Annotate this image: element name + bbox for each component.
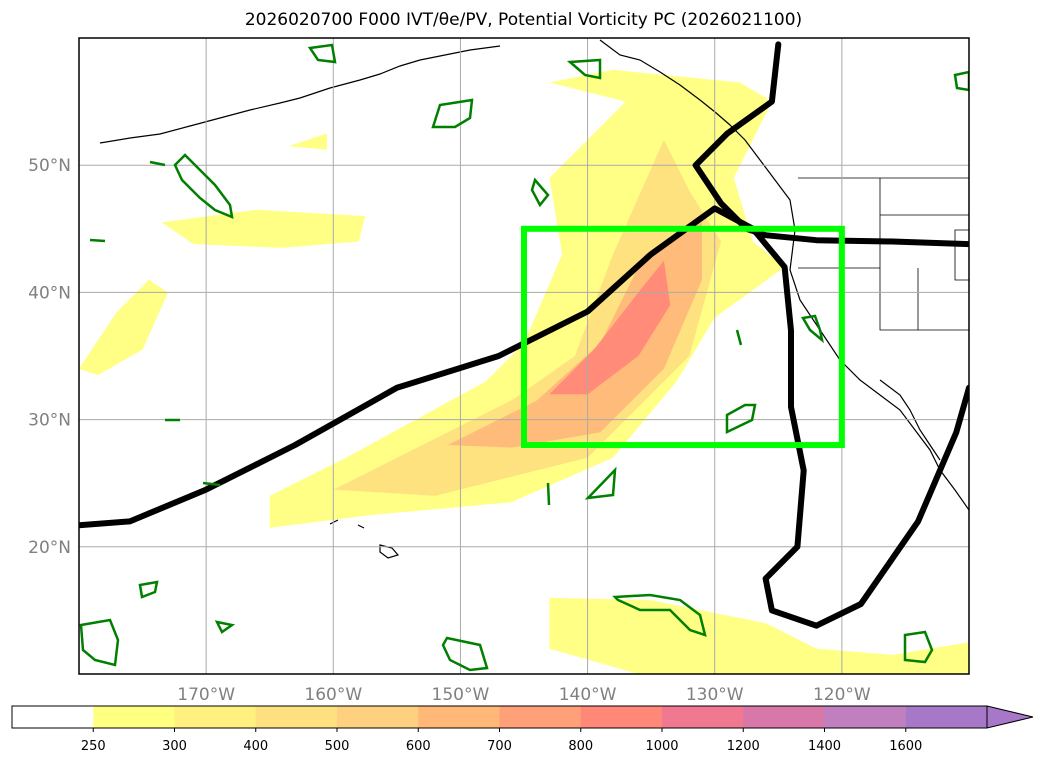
lat-tick-label: 30°N bbox=[28, 411, 71, 431]
colorbar-tick-label: 700 bbox=[487, 739, 512, 754]
ivt-plume-250 bbox=[288, 133, 327, 150]
green-contour bbox=[584, 466, 617, 500]
lon-tick-label: 130°W bbox=[686, 685, 744, 705]
lon-tick-label: 140°W bbox=[559, 685, 617, 705]
green-contour bbox=[953, 70, 969, 92]
colorbar-tick-label: 800 bbox=[568, 739, 593, 754]
alaska-coastline bbox=[99, 45, 501, 144]
colorbar-tick-label: 500 bbox=[325, 739, 350, 754]
colorbar-swatch bbox=[905, 706, 988, 728]
colorbar-swatch bbox=[580, 706, 663, 728]
colorbar-tick-label: 1400 bbox=[808, 739, 841, 754]
ivt-plume-250 bbox=[549, 597, 969, 674]
lat-tick-label: 20°N bbox=[28, 538, 71, 558]
green-contour bbox=[735, 329, 743, 346]
map-frame bbox=[78, 37, 970, 675]
highlight-box bbox=[521, 225, 845, 449]
green-contour bbox=[173, 153, 234, 220]
northern-contour bbox=[692, 41, 969, 248]
green-contour bbox=[202, 481, 221, 487]
colorbar-swatch bbox=[337, 706, 419, 728]
colorbar-tick-label: 250 bbox=[81, 739, 106, 754]
green-contour bbox=[725, 403, 757, 434]
green-contour bbox=[903, 630, 934, 664]
green-contour bbox=[546, 482, 551, 506]
colorbar-swatch bbox=[824, 706, 907, 728]
lat-tick-label: 40°N bbox=[28, 283, 71, 303]
colorbar-swatch bbox=[93, 706, 175, 728]
ivt-plume-800 bbox=[549, 260, 671, 395]
us-interior-borders bbox=[798, 177, 969, 331]
green-contour bbox=[431, 98, 474, 129]
colorbar-tick-label: 1000 bbox=[645, 739, 678, 754]
ivt-shading-layer bbox=[79, 69, 969, 674]
colorbar-swatch bbox=[499, 706, 582, 728]
colorbar-tick-label: 1200 bbox=[727, 739, 760, 754]
lon-tick-label: 160°W bbox=[304, 685, 362, 705]
green-contour bbox=[441, 636, 489, 672]
chart-title: 2026020700 F000 IVT/θe/PV, Potential Vor… bbox=[244, 10, 803, 30]
graticule bbox=[79, 38, 969, 674]
green-contour bbox=[138, 580, 159, 599]
green-contour bbox=[307, 43, 337, 64]
lon-tick-label: 150°W bbox=[432, 685, 490, 705]
colorbar-swatch bbox=[418, 706, 500, 728]
colorbar-swatch bbox=[174, 706, 257, 728]
ivt-plume-600 bbox=[447, 222, 702, 448]
pv-contour-layer bbox=[79, 41, 969, 629]
colorbar-tick-label: 1600 bbox=[889, 739, 922, 754]
green-contour bbox=[566, 58, 602, 80]
colorbar-swatch bbox=[662, 706, 744, 728]
colorbar-swatch bbox=[255, 706, 338, 728]
lat-tick-label: 50°N bbox=[28, 156, 71, 176]
green-contour bbox=[79, 618, 120, 667]
colorbar-tick-label: 300 bbox=[162, 739, 187, 754]
colorbar-tick-label: 600 bbox=[406, 739, 431, 754]
green-contour bbox=[801, 314, 824, 344]
green-contour bbox=[89, 238, 106, 243]
green-contour bbox=[612, 593, 707, 637]
theta-e-contour-layer bbox=[79, 43, 969, 672]
ivt-plume-250 bbox=[161, 209, 366, 248]
green-contour bbox=[149, 160, 166, 167]
colorbar-swatch bbox=[12, 706, 94, 728]
ivt-plume-250 bbox=[79, 279, 168, 376]
axis-tick-labels: 170°W 160°W 150°W 140°W 130°W 120°W 20°N 30°N 40… bbox=[28, 156, 871, 705]
green-contour bbox=[530, 177, 550, 208]
colorbar-extend-arrow bbox=[986, 705, 1034, 729]
colorbar-swatch bbox=[743, 706, 825, 728]
hawaii-islands bbox=[329, 519, 400, 559]
colorbar: 250 300 400 500 600 700 800 1000 1200 1400 1600 bbox=[11, 705, 1034, 754]
colorbar-tick-label: 400 bbox=[243, 739, 268, 754]
lon-tick-label: 170°W bbox=[177, 685, 235, 705]
lon-tick-label: 120°W bbox=[813, 685, 871, 705]
jet-contour bbox=[79, 205, 969, 629]
green-contour bbox=[214, 620, 236, 634]
